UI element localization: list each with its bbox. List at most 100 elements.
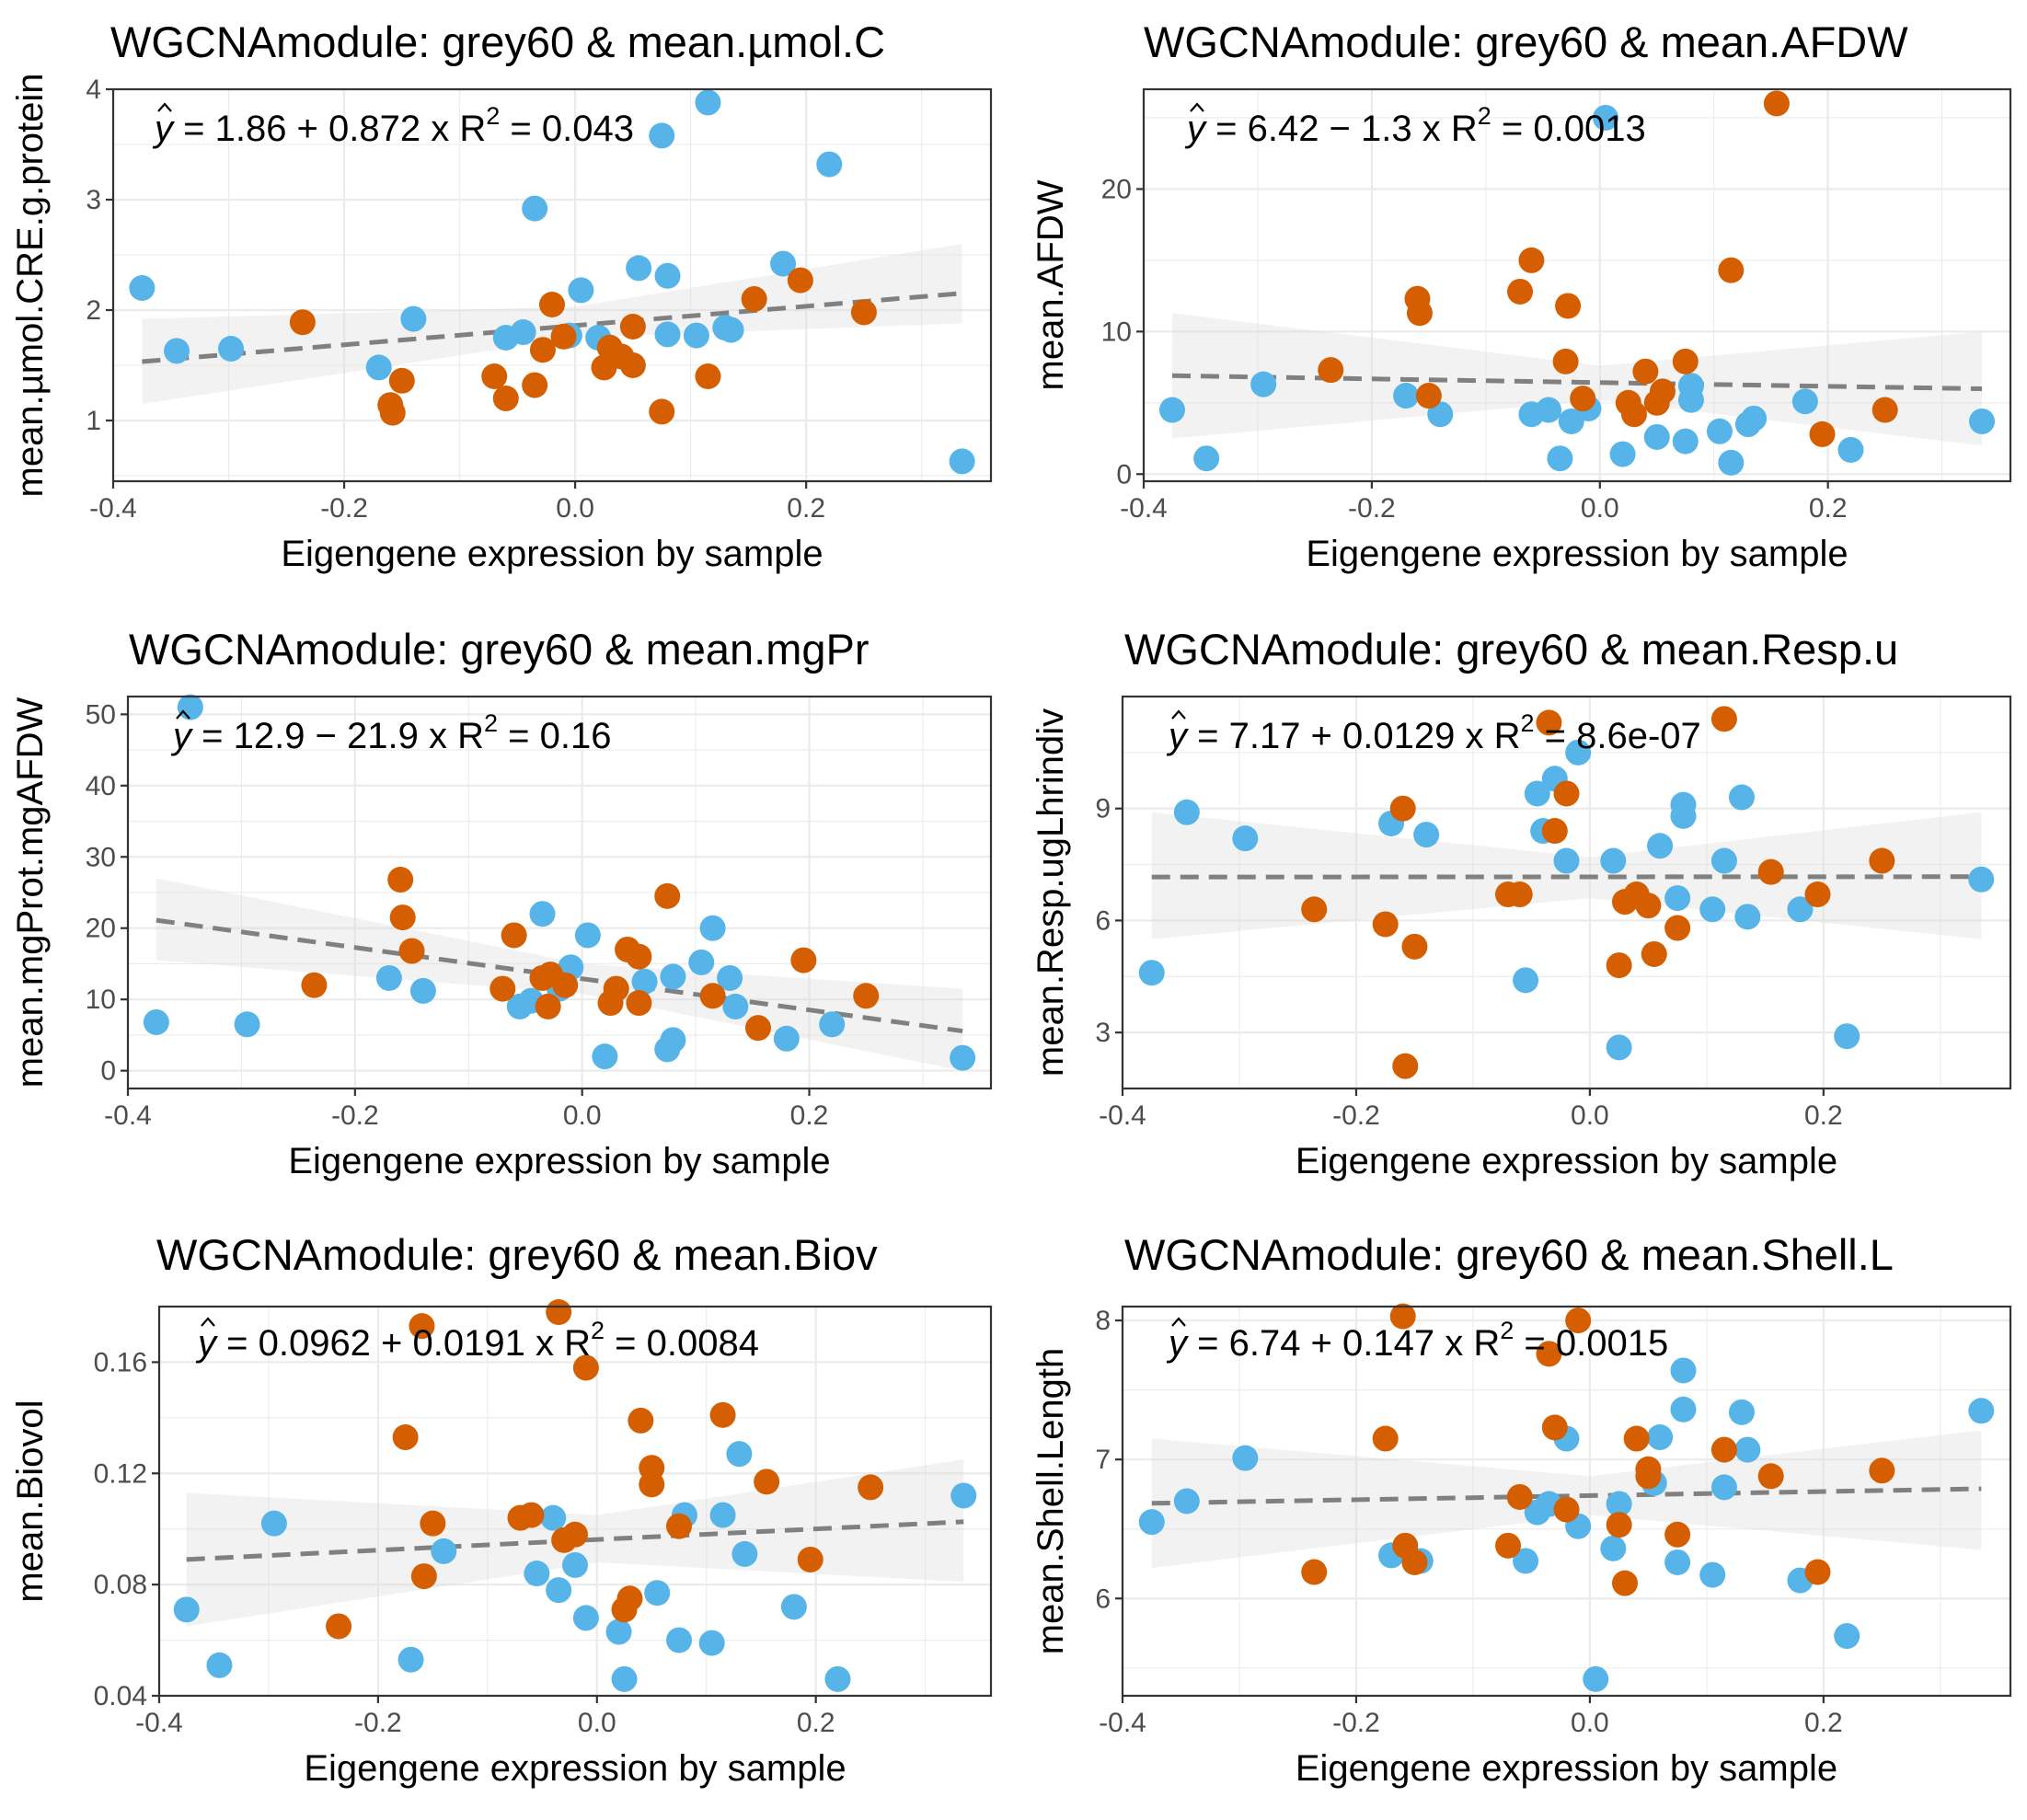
data-point: [1553, 780, 1580, 807]
data-point: [1670, 1396, 1697, 1423]
data-point: [1389, 1303, 1416, 1330]
plot-frame: [1121, 695, 2012, 1090]
series-1: [173, 1441, 977, 1692]
x-tick-label: -0.2: [320, 493, 368, 524]
equation-tail: = 0.043: [500, 109, 634, 149]
data-point: [552, 972, 579, 998]
data-point: [1138, 1509, 1165, 1536]
data-point: [611, 1665, 638, 1692]
data-point: [1647, 833, 1674, 859]
data-point: [1710, 1436, 1737, 1463]
data-point: [1649, 378, 1676, 405]
series-1: [129, 89, 975, 475]
data-point: [666, 1513, 692, 1539]
data-point: [726, 1441, 753, 1468]
y-axis-label: mean.µmol.CRE.g.protein: [10, 73, 51, 497]
data-point: [698, 1630, 725, 1656]
data-point: [522, 372, 548, 398]
data-point: [654, 321, 681, 348]
data-point: [1524, 780, 1550, 807]
plot-background: [1123, 697, 2010, 1089]
data-point: [431, 1538, 457, 1564]
data-point: [797, 1546, 823, 1572]
y-tick-label: 4: [86, 75, 101, 105]
data-point: [550, 323, 577, 350]
y-tick-label: 0: [1116, 459, 1132, 490]
y-tick-label: 8: [1095, 1306, 1111, 1336]
data-point: [1138, 960, 1165, 986]
data-point: [950, 1482, 977, 1509]
data-point: [787, 267, 813, 294]
data-point: [1834, 1623, 1860, 1650]
equation-yhat: y: [152, 109, 176, 149]
data-point: [644, 1580, 671, 1607]
y-tick-label: 3: [1095, 1018, 1111, 1048]
plot-frame: [157, 1305, 993, 1698]
data-point: [770, 250, 797, 277]
data-point: [1791, 388, 1818, 415]
y-tick-label: 0.16: [94, 1347, 147, 1377]
data-point: [1393, 383, 1420, 409]
y-tick-label: 10: [1101, 317, 1132, 347]
data-point: [695, 363, 721, 389]
data-point: [1389, 795, 1416, 822]
series-1: [1158, 104, 1996, 476]
hat-mark: [1171, 709, 1186, 720]
data-point: [524, 1561, 550, 1587]
data-point: [529, 901, 556, 927]
y-tick-label: 0.12: [94, 1458, 147, 1489]
x-tick-label: -0.4: [89, 493, 137, 524]
x-axis-label: Eigengene expression by sample: [1306, 534, 1848, 574]
chart-title: WGCNAmodule: grey60 & mean.Biov: [156, 1230, 878, 1279]
equation-body: = 12.9 − 21.9 x R: [191, 716, 484, 756]
data-point: [535, 993, 561, 1019]
x-tick-label: 0.2: [797, 1708, 835, 1738]
data-point: [1592, 104, 1618, 131]
equation-sup: 2: [591, 1317, 605, 1344]
plot-frame: [1142, 87, 2012, 483]
hat-mark: [176, 709, 190, 720]
data-point: [1641, 940, 1667, 967]
data-point: [1632, 358, 1659, 385]
data-point: [1804, 881, 1831, 908]
data-point: [790, 947, 817, 973]
data-point: [1583, 1665, 1609, 1692]
data-point: [1728, 784, 1755, 811]
equation-yhat: y: [170, 716, 194, 756]
data-point: [1699, 896, 1726, 923]
data-point: [1606, 1034, 1632, 1061]
chart-panel-5: -0.4 -0.2 0.0 0.2 0.04 0.08 0.12 0.16 Eigengene …: [10, 1230, 993, 1789]
data-point: [744, 1015, 771, 1042]
data-point: [824, 1665, 851, 1692]
data-point: [1734, 1436, 1761, 1463]
data-point: [1506, 881, 1533, 908]
data-point: [1837, 436, 1864, 463]
x-tick-label: 0.2: [1804, 1100, 1843, 1131]
y-tick-label: 0.04: [94, 1681, 147, 1711]
data-point: [1834, 1023, 1860, 1050]
series-2: [1301, 706, 1895, 1079]
equation-tail: = 0.16: [498, 716, 611, 756]
trend-line: [142, 291, 962, 364]
plot-background: [113, 89, 991, 481]
x-tick-label: -0.4: [135, 1708, 183, 1738]
y-tick-label: 3: [86, 185, 101, 215]
data-point: [1401, 933, 1428, 960]
data-point: [326, 1613, 352, 1640]
data-point: [654, 882, 681, 909]
confidence-ribbon: [142, 244, 962, 404]
y-tick-label: 0: [100, 1056, 116, 1087]
data-point: [388, 367, 415, 394]
data-point: [616, 1585, 643, 1612]
x-tick-label: -0.2: [1348, 493, 1396, 524]
data-point: [510, 319, 536, 345]
data-point: [562, 1551, 588, 1578]
data-point: [1372, 911, 1399, 938]
data-point: [592, 1043, 618, 1070]
series-2: [326, 1299, 884, 1640]
data-point: [1710, 847, 1737, 874]
y-tick-label: 1: [86, 406, 101, 436]
data-point: [649, 398, 675, 425]
trend-line: [1171, 373, 1983, 392]
data-point: [206, 1652, 233, 1678]
